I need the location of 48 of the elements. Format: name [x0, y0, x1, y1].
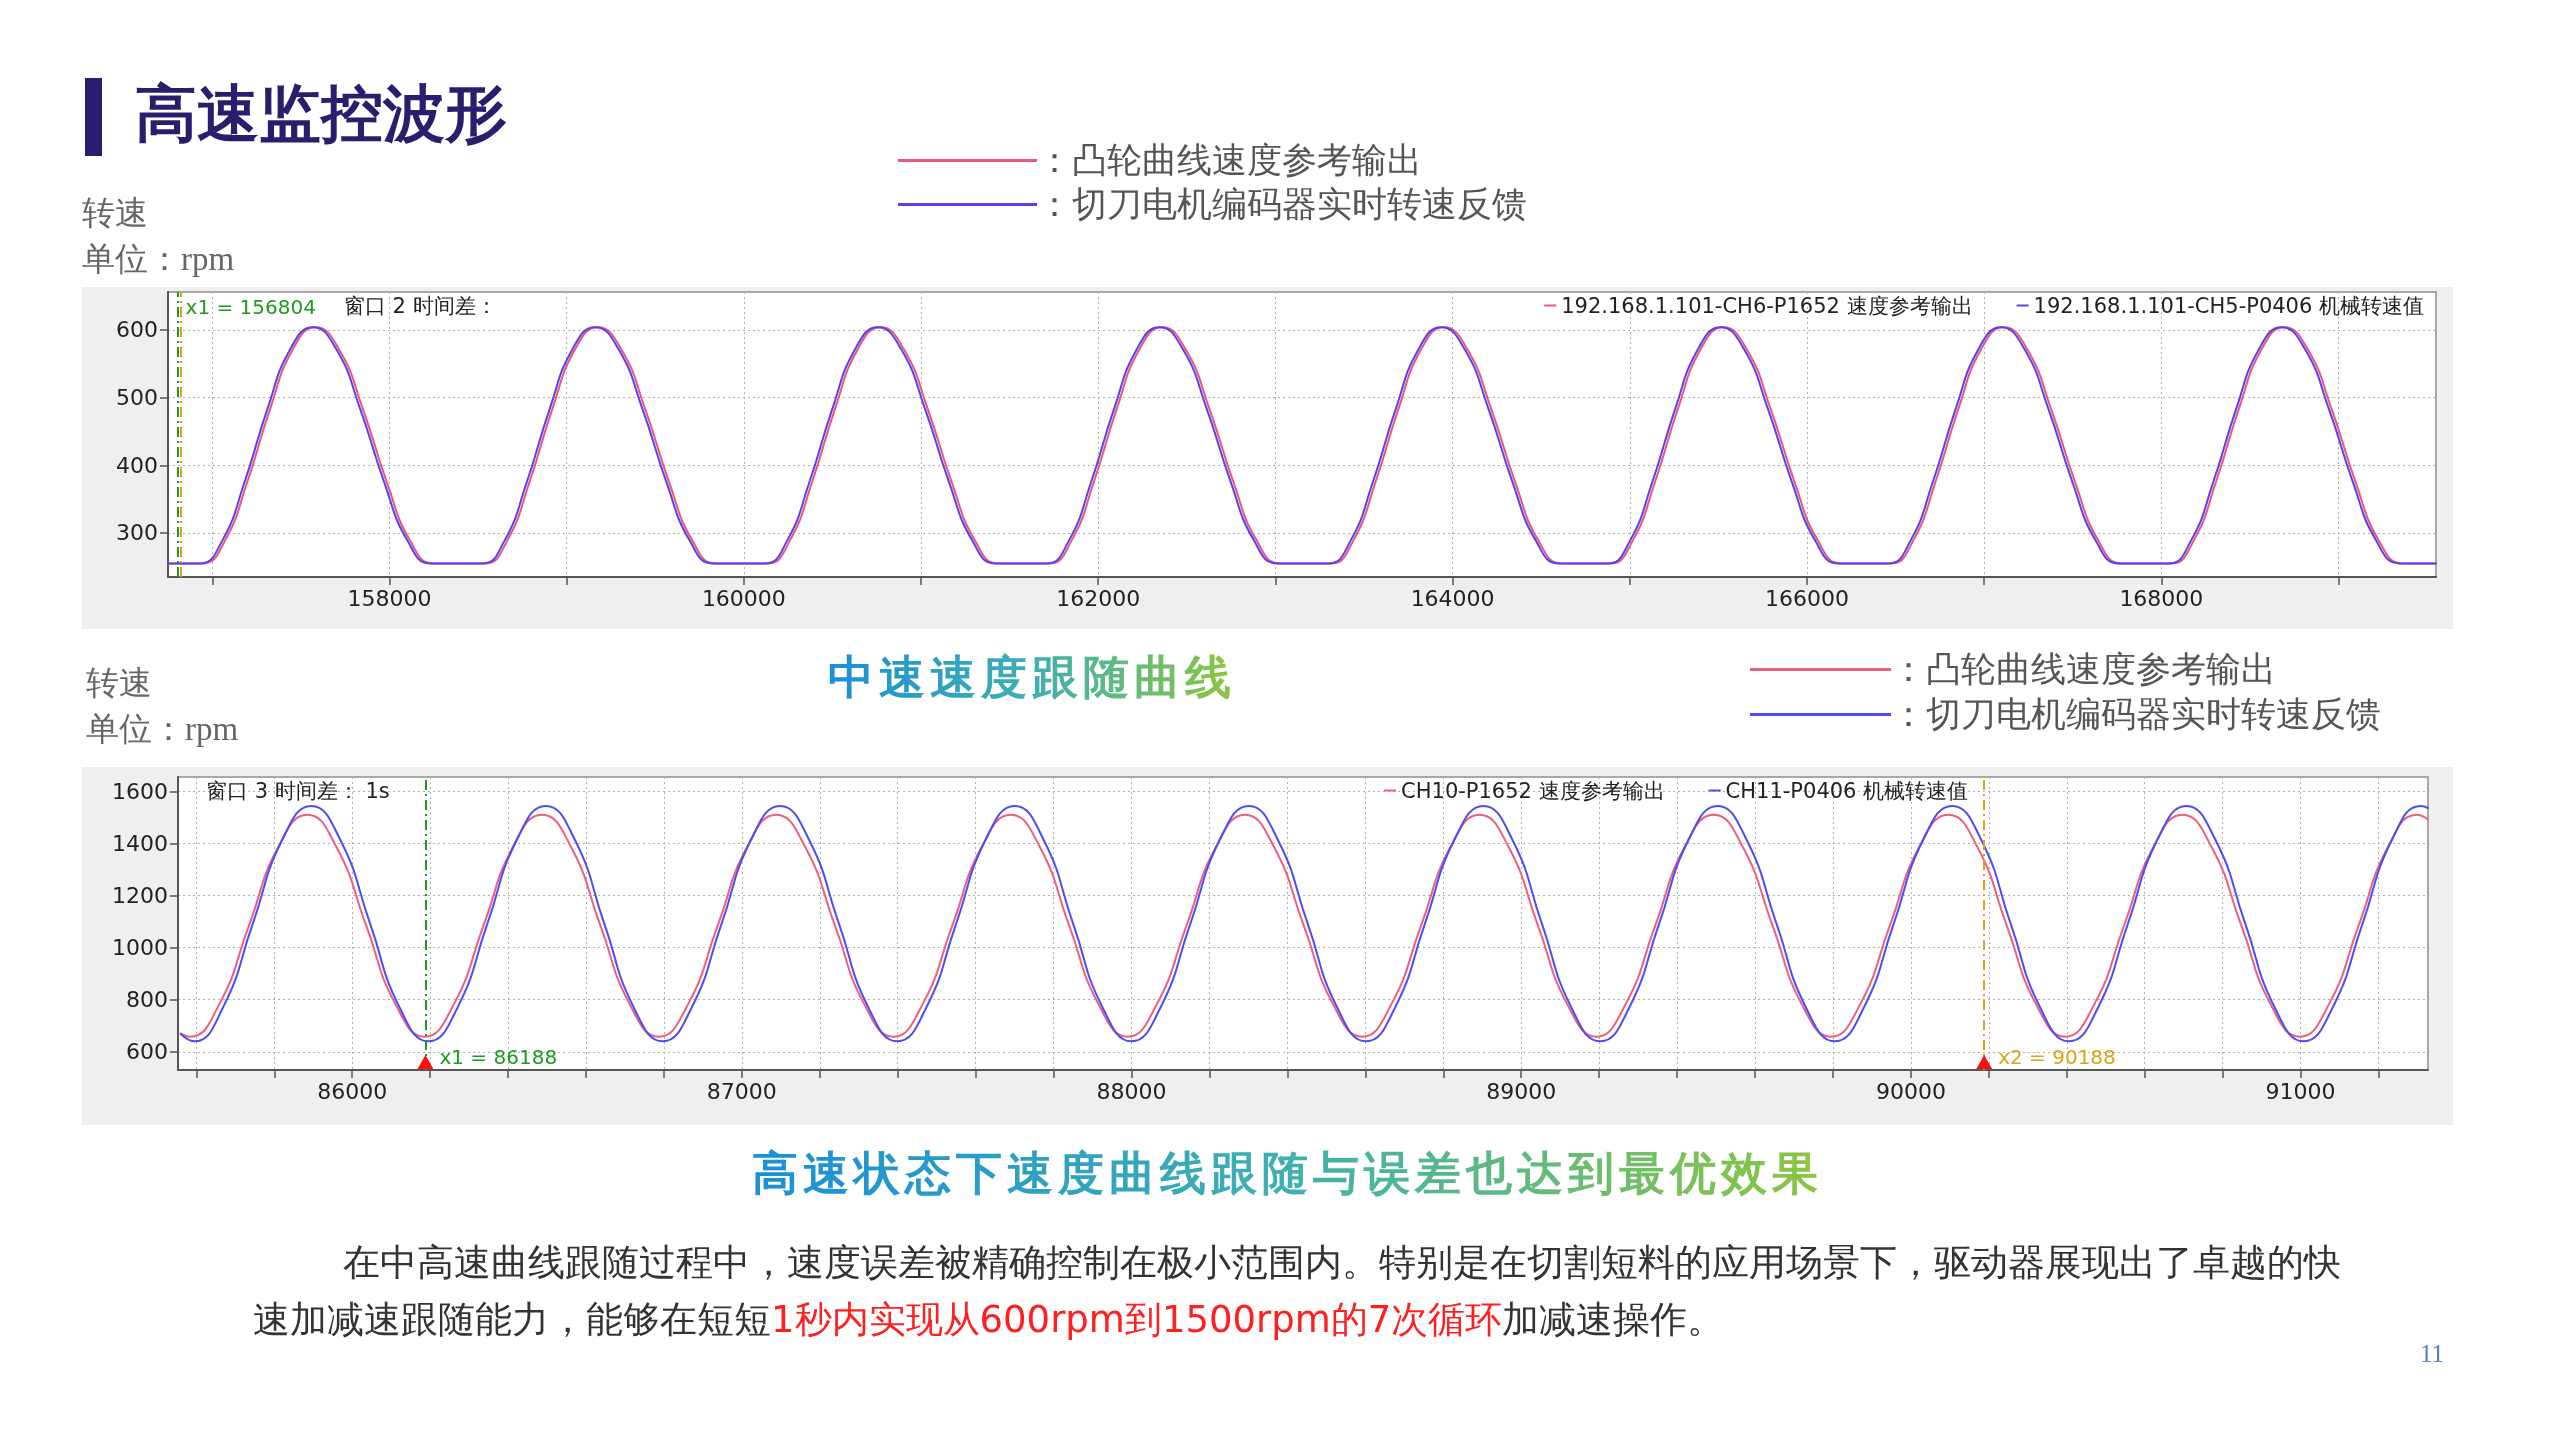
ref-line-label: x1 = 156804 [185, 295, 316, 319]
legend-label: 192.168.1.101-CH5-P0406 机械转速值 [2033, 293, 2424, 318]
text: ：凸轮曲线速度参考输出 [1891, 648, 2276, 691]
y-tick-label: 600 [126, 1039, 168, 1065]
y-tick-label: 1600 [112, 778, 168, 804]
text: 单位：rpm [86, 710, 239, 749]
y-tick-label: 800 [126, 987, 168, 1013]
x-tick-label: 158000 [347, 585, 432, 611]
text: ：切刀电机编码器实时转速反馈 [1037, 183, 1527, 226]
legend-label: CH11-P0406 机械转速值 [1725, 778, 1969, 803]
y-tick-label: 400 [116, 452, 158, 478]
legend-label: 192.168.1.101-CH6-P1652 速度参考输出 [1561, 293, 1973, 318]
y-axis-title: 转速 [82, 194, 148, 233]
y-tick-label: 500 [116, 385, 158, 411]
x-tick-label: 166000 [1764, 585, 1849, 611]
text: 在中高速曲线跟随过程中，速度误差被精确控制在极小范围内。特别是在切割短料的应用场景下，驱动器展现出了卓越的快 [343, 1240, 2341, 1286]
x-tick-label: 87000 [706, 1078, 777, 1104]
text: 加减速操作。 [1502, 1297, 1725, 1343]
x-tick-label: 162000 [1056, 585, 1141, 611]
annotation: 窗口 2 时间差： [343, 293, 497, 318]
ref-line-label: x2 = 90188 [1998, 1045, 2116, 1069]
annotation: 窗口 3 时间差： 1s [206, 778, 390, 803]
chart-title: 高速监控波形 [135, 76, 507, 152]
y-tick-label: 1200 [112, 883, 168, 908]
text: ：凸轮曲线速度参考输出 [1037, 139, 1422, 182]
y-tick-label: 600 [116, 317, 158, 343]
x-tick-label: 90000 [1875, 1078, 1946, 1104]
text: ：切刀电机编码器实时转速反馈 [1891, 693, 2381, 736]
text: 单位：rpm [82, 240, 235, 279]
line-series [167, 326, 2437, 565]
y-axis-title: 转速 [86, 664, 152, 703]
text: 高速状态下速度曲线跟随与误差也达到最优效果 [751, 1145, 1823, 1200]
text: 1秒内实现从600rpm到1500rpm的7次循环 [771, 1297, 1503, 1343]
x-tick-label: 160000 [701, 585, 786, 611]
x-tick-label: 89000 [1486, 1078, 1557, 1104]
chart-title: 中速速度跟随曲线 [828, 649, 1236, 704]
x-tick-label: 168000 [2119, 585, 2204, 611]
y-tick-label: 300 [116, 520, 158, 546]
x-tick-label: 91000 [2265, 1078, 2336, 1104]
x-tick-label: 164000 [1410, 585, 1495, 611]
legend-label: CH10-P1652 速度参考输出 [1401, 778, 1665, 803]
x-tick-label: 86000 [317, 1078, 388, 1104]
ref-line-label: x1 = 86188 [439, 1045, 558, 1069]
text: 11 [2420, 1340, 2445, 1368]
x-tick-label: 88000 [1096, 1078, 1167, 1104]
y-tick-label: 1000 [112, 935, 168, 961]
y-tick-label: 1400 [112, 830, 168, 856]
text: 速加减速跟随能力，能够在短短 [253, 1297, 771, 1343]
